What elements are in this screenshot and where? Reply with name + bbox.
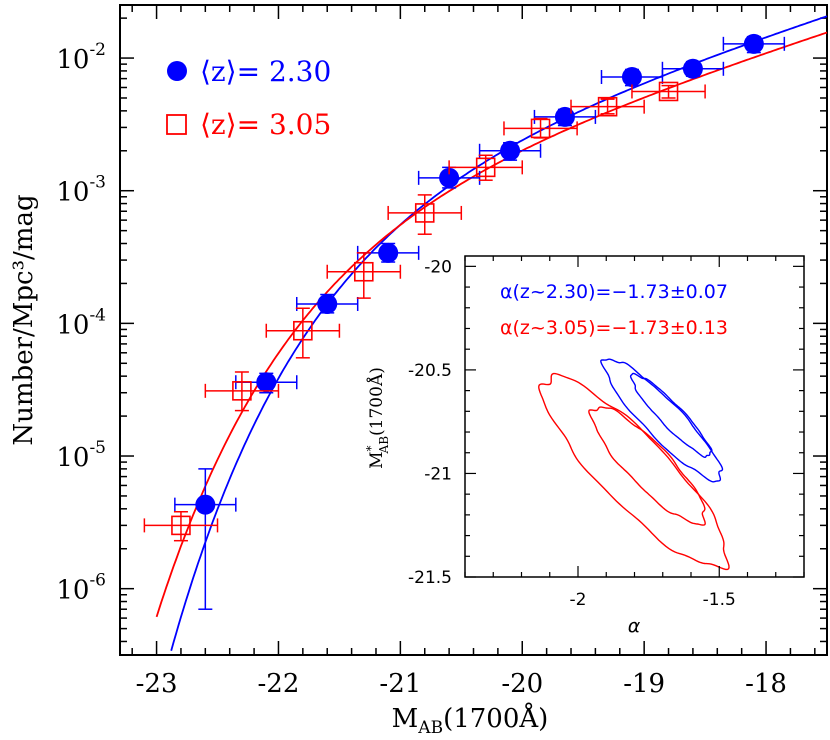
data-point bbox=[171, 515, 191, 536]
data-point bbox=[317, 293, 338, 314]
x-axis-label: MAB(1700Å) bbox=[392, 702, 549, 738]
main-plot: -23 -22 -21 -20 -19 -18 10-6 10-5 10-4 10-3 10-2 N… bbox=[9, 4, 828, 738]
x-axis-label-sub: AB bbox=[417, 718, 443, 738]
y-axis-label: Number/Mpc³/mag bbox=[9, 194, 39, 445]
y-tick-label: 10-4 bbox=[56, 305, 106, 340]
x-axis-label-main: M bbox=[392, 704, 419, 734]
fit-curve bbox=[155, 31, 828, 618]
inset-x-tick-label: -2 bbox=[570, 590, 587, 610]
data-point bbox=[293, 320, 313, 341]
inset-y-label-main: M bbox=[367, 451, 387, 468]
inset-annotation-z305: α(z~3.05)=−1.73±0.13 bbox=[500, 317, 728, 339]
inset-y-label-suffix: (1700Å) bbox=[366, 367, 387, 436]
data-point bbox=[256, 372, 277, 393]
inset-axis-ticks: -2 -1.5 -20 -20.5 -21 -21.5 bbox=[408, 256, 805, 610]
legend-marker-z230 bbox=[167, 61, 187, 81]
inset-annotation-z230: α(z~2.30)=−1.73±0.07 bbox=[500, 281, 728, 303]
data-point bbox=[475, 157, 496, 178]
inset-x-axis-label: α bbox=[628, 615, 641, 637]
legend: ⟨z⟩= 2.30 ⟨z⟩= 3.05 bbox=[166, 55, 331, 141]
contour-outer bbox=[538, 372, 730, 571]
inset-y-label-sup: * bbox=[364, 445, 378, 451]
data-point bbox=[658, 81, 679, 102]
inset-y-tick-label: -20 bbox=[424, 257, 452, 277]
series-z305 bbox=[143, 81, 706, 542]
x-tick-label: -19 bbox=[623, 669, 665, 699]
legend-marker-z305 bbox=[166, 114, 187, 135]
x-axis-label-suffix: (1700Å) bbox=[443, 702, 548, 734]
data-point bbox=[682, 58, 703, 79]
x-tick-label: -22 bbox=[258, 669, 300, 699]
y-tick-label: 10-6 bbox=[56, 571, 106, 606]
data-point bbox=[378, 242, 399, 263]
data-point bbox=[621, 66, 642, 87]
contour-outer bbox=[600, 358, 724, 483]
fit-curves bbox=[155, 15, 828, 651]
x-tick-label: -18 bbox=[745, 669, 787, 699]
inset-y-tick-label: -21 bbox=[424, 464, 452, 484]
x-tick-label: -23 bbox=[136, 669, 178, 699]
y-tick-label: 10-2 bbox=[56, 40, 106, 75]
fit-curve bbox=[170, 15, 828, 651]
data-point bbox=[530, 118, 551, 139]
inset-y-axis-label: M*AB(1700Å) bbox=[364, 367, 391, 469]
data-point bbox=[195, 494, 216, 515]
data-point bbox=[439, 167, 460, 188]
data-point bbox=[554, 106, 575, 127]
data-point bbox=[232, 381, 252, 401]
inset-y-tick-label: -21.5 bbox=[408, 568, 452, 588]
data-point bbox=[597, 96, 618, 117]
data-point bbox=[414, 203, 435, 223]
inset-x-tick-label: -1.5 bbox=[703, 590, 736, 610]
data-point bbox=[353, 261, 374, 282]
inset-y-label-sub: AB bbox=[377, 436, 391, 455]
series-z230 bbox=[174, 33, 786, 610]
data-points bbox=[143, 33, 786, 610]
inset-plot: -2 -1.5 -20 -20.5 -21 -21.5 α(z~2.30)=−1.73±0… bbox=[364, 255, 805, 637]
contour-inner bbox=[588, 406, 706, 526]
x-tick-label: -20 bbox=[501, 669, 543, 699]
legend-label-z305: ⟨z⟩= 3.05 bbox=[200, 108, 331, 141]
data-point bbox=[500, 140, 521, 161]
x-tick-label: -21 bbox=[379, 669, 421, 699]
data-point bbox=[743, 33, 764, 54]
legend-label-z230: ⟨z⟩= 2.30 bbox=[200, 55, 331, 88]
y-tick-label: 10-5 bbox=[56, 438, 106, 473]
main-axis-ticks: -23 -22 -21 -20 -19 -18 10-6 10-5 10-4 10-3 10-2 bbox=[56, 5, 827, 699]
inset-y-tick-label: -20.5 bbox=[408, 361, 452, 381]
confidence-contours bbox=[538, 358, 730, 571]
contour-inner bbox=[629, 372, 713, 459]
y-tick-label: 10-3 bbox=[56, 173, 106, 208]
